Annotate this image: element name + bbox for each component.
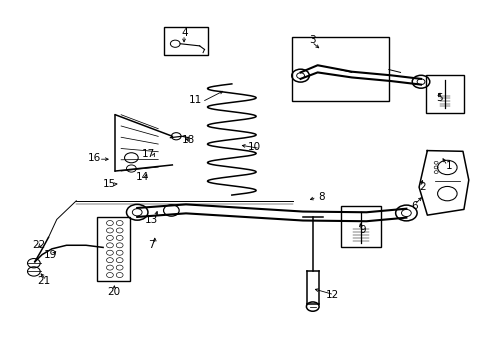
Text: 16: 16 xyxy=(88,153,101,163)
Bar xyxy=(163,27,207,55)
Text: 1: 1 xyxy=(445,161,452,171)
Bar xyxy=(425,75,463,113)
Text: 21: 21 xyxy=(37,276,50,286)
Bar xyxy=(292,37,388,101)
Bar xyxy=(340,206,380,247)
Text: 11: 11 xyxy=(189,95,202,105)
Text: 14: 14 xyxy=(135,172,148,182)
Bar xyxy=(97,217,130,281)
Text: 17: 17 xyxy=(142,149,155,159)
Text: 9: 9 xyxy=(359,225,365,235)
Text: 13: 13 xyxy=(145,215,158,225)
Text: 12: 12 xyxy=(325,291,338,301)
Text: 6: 6 xyxy=(410,201,417,211)
Text: 5: 5 xyxy=(435,93,442,103)
Text: 8: 8 xyxy=(318,192,324,202)
Text: 18: 18 xyxy=(182,135,195,145)
Text: 22: 22 xyxy=(32,239,45,249)
Text: 15: 15 xyxy=(103,179,116,189)
Text: 3: 3 xyxy=(309,35,315,45)
Text: 7: 7 xyxy=(148,240,155,250)
Text: 10: 10 xyxy=(247,142,260,152)
Text: 2: 2 xyxy=(418,182,425,192)
Text: 4: 4 xyxy=(182,28,188,38)
Text: 19: 19 xyxy=(44,249,57,260)
Text: 20: 20 xyxy=(107,287,121,297)
